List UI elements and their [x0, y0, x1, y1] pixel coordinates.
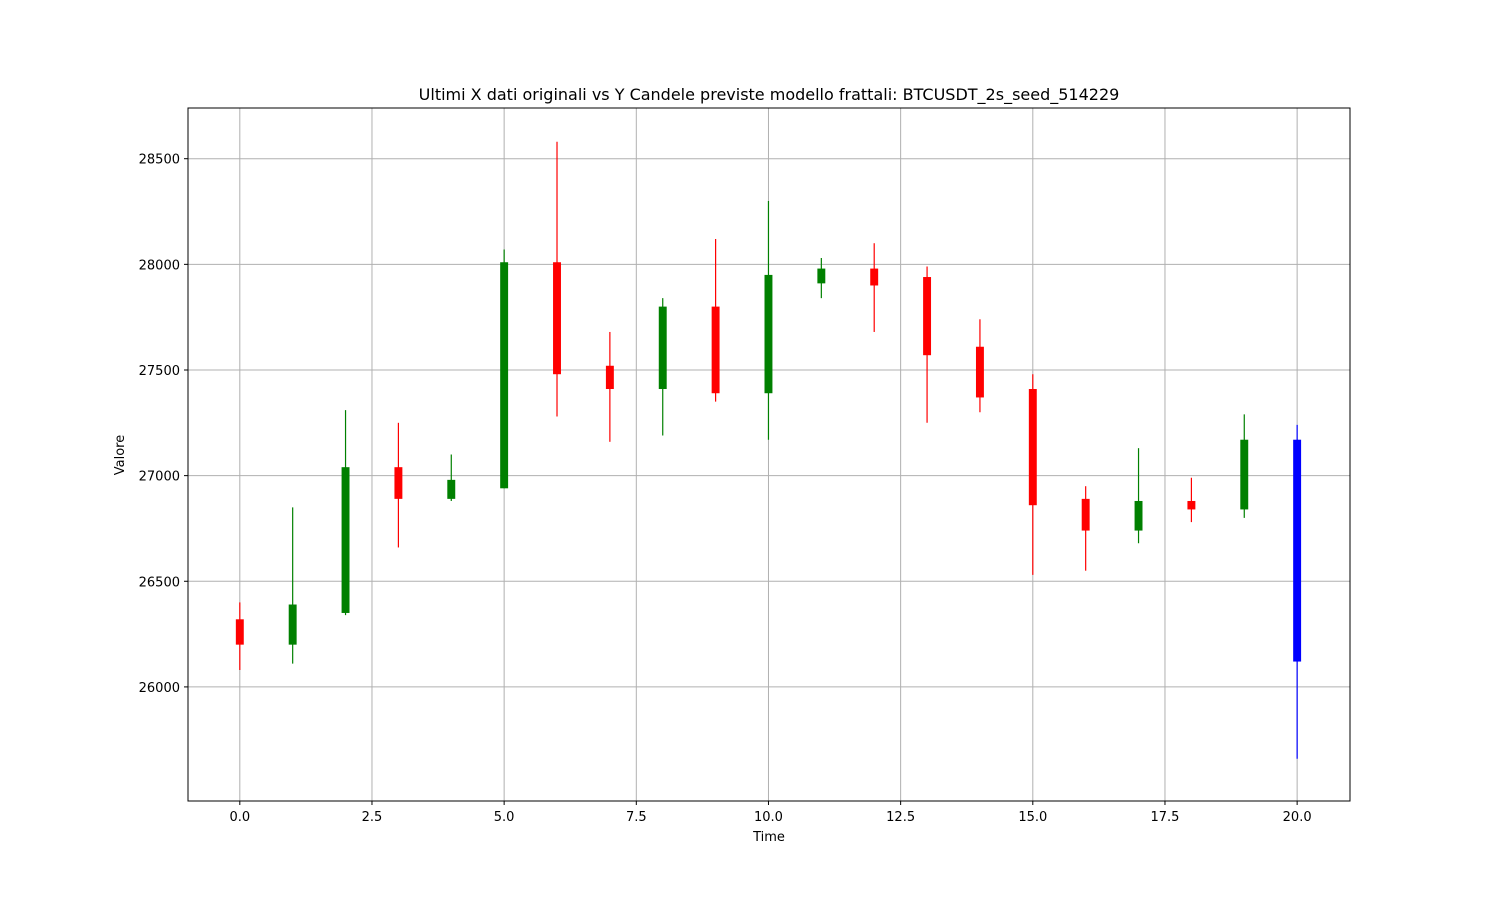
candle-body [553, 262, 561, 375]
candle-body [658, 306, 667, 390]
candle-body [1293, 439, 1302, 662]
candle-body [235, 619, 244, 645]
chart-title: Ultimi X dati originali vs Y Candele pre… [419, 85, 1120, 105]
candle-body [764, 274, 773, 394]
candle-body [288, 604, 297, 645]
candle-body [1134, 500, 1143, 531]
y-tick-label: 27500 [139, 364, 180, 379]
x-tick-label: 5.0 [494, 810, 515, 825]
y-tick-label: 26000 [139, 681, 180, 696]
candle-body [341, 467, 350, 613]
x-tick-label: 2.5 [362, 810, 383, 825]
candle-body [711, 306, 720, 394]
x-tick-label: 20.0 [1283, 810, 1312, 825]
candle-body [1081, 498, 1090, 531]
y-tick-label: 27000 [139, 470, 180, 485]
candles [235, 141, 1302, 759]
y-axis-ticks: 26000 26500 27000 27500 28000 28500 [139, 153, 188, 696]
x-tick-label: 7.5 [626, 810, 647, 825]
plot-frame [187, 107, 1351, 802]
y-axis-label: Valore [113, 435, 128, 475]
candle-body [1028, 389, 1037, 506]
x-tick-label: 17.5 [1150, 810, 1179, 825]
candle-body [975, 346, 984, 398]
x-tick-label: 12.5 [886, 810, 915, 825]
candle-body [870, 268, 879, 286]
candle-body [817, 268, 826, 284]
y-tick-label: 26500 [139, 575, 180, 590]
x-tick-label: 15.0 [1018, 810, 1047, 825]
x-axis-label: Time [752, 830, 785, 845]
candle-body [394, 467, 403, 499]
x-tick-label: 0.0 [229, 810, 250, 825]
candle-body [923, 277, 932, 356]
y-tick-label: 28500 [139, 153, 180, 168]
x-axis-ticks: 0.0 2.5 5.0 7.5 10.0 12.5 15.0 17.5 20.0 [229, 801, 1312, 825]
candle-body [500, 262, 509, 489]
x-tick-label: 10.0 [754, 810, 783, 825]
y-tick-label: 28000 [139, 258, 180, 273]
candle-body [1240, 439, 1249, 510]
candle-body [447, 479, 456, 499]
candle-body [1187, 500, 1196, 510]
candle-body [605, 365, 614, 390]
